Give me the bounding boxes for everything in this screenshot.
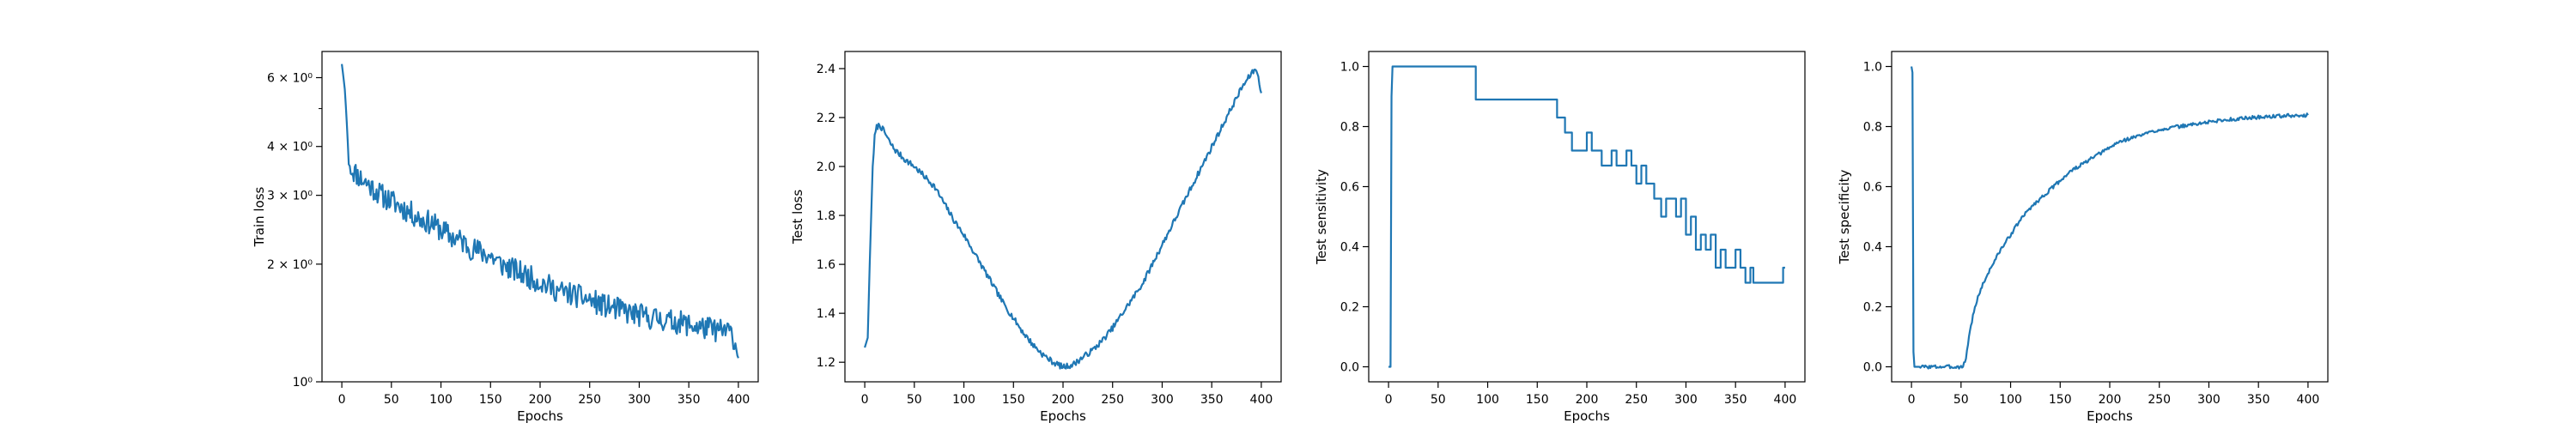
y-tick-label: 2.4 <box>817 63 835 76</box>
x-tick-label: 350 <box>2247 393 2270 407</box>
x-tick-label: 0 <box>1908 393 1916 407</box>
y-tick-label: 1.4 <box>817 307 835 321</box>
chart-3: 0 50 100 150 200 250 300 350 400 0.0 0.2 0.4 0.6 0.8 1… <box>1314 51 1806 424</box>
x-tick-label: 350 <box>677 393 701 407</box>
y-tick-label: 0.0 <box>1340 361 1359 375</box>
x-tick-label: 150 <box>1526 393 1549 407</box>
x-tick-label: 0 <box>338 393 346 407</box>
x-tick-label: 300 <box>2197 393 2221 407</box>
x-tick-label: 200 <box>2099 393 2122 407</box>
x-tick-label: 50 <box>384 393 399 407</box>
x-tick-label: 400 <box>2297 393 2320 407</box>
y-tick-label: 1.0 <box>1340 61 1359 75</box>
axes-frame <box>1368 51 1806 383</box>
y-axis-label: Test sensitivity <box>1314 169 1329 265</box>
x-axis-label: Epochs <box>517 408 563 424</box>
x-tick-label: 100 <box>952 393 975 407</box>
x-tick-label: 400 <box>727 393 750 407</box>
y-tick-label: 1.0 <box>1863 61 1882 75</box>
x-tick-label: 150 <box>479 393 502 407</box>
x-tick-label: 50 <box>1953 393 1969 407</box>
y-tick-label: 4 × 10⁰ <box>267 141 313 154</box>
x-tick-label: 300 <box>1674 393 1698 407</box>
axes-frame <box>844 51 1282 383</box>
x-tick-label: 250 <box>578 393 601 407</box>
y-tick-label: 0.8 <box>1863 121 1882 135</box>
y-tick-label: 3 × 10⁰ <box>267 190 313 203</box>
y-tick-label: 1.6 <box>817 258 835 272</box>
x-tick-label: 0 <box>861 393 869 407</box>
x-tick-label: 100 <box>1999 393 2022 407</box>
x-tick-label: 300 <box>1151 393 1174 407</box>
series-line-1 <box>340 63 739 359</box>
y-tick-label: 10⁰ <box>293 376 313 390</box>
x-tick-label: 150 <box>1002 393 1025 407</box>
y-tick-label: 0.2 <box>1340 301 1359 315</box>
x-tick-label: 350 <box>1200 393 1224 407</box>
y-tick-label: 0.4 <box>1340 241 1359 255</box>
x-axis-label: Epochs <box>1564 408 1610 424</box>
x-tick-label: 0 <box>1385 393 1393 407</box>
x-tick-label: 200 <box>529 393 552 407</box>
y-tick-label: 0.8 <box>1340 121 1359 135</box>
y-tick-label: 6 × 10⁰ <box>267 71 313 85</box>
y-tick-label: 0.2 <box>1863 301 1882 315</box>
series-line-1 <box>1911 66 2309 370</box>
y-tick-label: 1.8 <box>817 209 835 223</box>
x-tick-label: 300 <box>628 393 651 407</box>
axes-frame <box>1891 51 2329 383</box>
chart-4: 0 50 100 150 200 250 300 350 400 0.0 0.2 0.4 0.6 0.8 1… <box>1837 51 2329 424</box>
series-line-1 <box>864 68 1262 370</box>
y-tick-label: 0.0 <box>1863 361 1882 375</box>
x-tick-label: 400 <box>1774 393 1797 407</box>
x-tick-label: 50 <box>1431 393 1446 407</box>
axes-frame <box>321 51 759 383</box>
x-tick-label: 250 <box>1101 393 1124 407</box>
y-axis-label: Test specificity <box>1837 169 1852 264</box>
series-line-1 <box>1388 65 1785 368</box>
x-tick-label: 200 <box>1576 393 1599 407</box>
x-tick-label: 100 <box>1476 393 1499 407</box>
x-tick-label: 250 <box>2148 393 2171 407</box>
y-tick-label: 0.6 <box>1863 181 1882 195</box>
x-axis-label: Epochs <box>1040 408 1086 424</box>
x-tick-label: 350 <box>1724 393 1747 407</box>
x-axis-label: Epochs <box>2087 408 2133 424</box>
x-tick-label: 200 <box>1052 393 1075 407</box>
x-tick-label: 100 <box>429 393 453 407</box>
y-tick-label: 2.2 <box>817 112 835 125</box>
y-tick-label: 0.4 <box>1863 241 1882 255</box>
y-tick-label: 0.6 <box>1340 181 1359 195</box>
y-tick-label: 1.2 <box>817 356 835 370</box>
y-tick-label: 2 × 10⁰ <box>267 258 313 272</box>
x-tick-label: 150 <box>2049 393 2072 407</box>
x-tick-label: 400 <box>1250 393 1273 407</box>
chart-1: 0 50 100 150 200 250 300 350 400 10⁰ 2 × 10⁰ 3 × 10… <box>252 51 759 424</box>
y-axis-label: Test loss <box>790 190 805 245</box>
chart-2: 0 50 100 150 200 250 300 350 400 1.2 1.4 1.6 1.8 2.0 2… <box>790 51 1282 424</box>
x-tick-label: 50 <box>907 393 922 407</box>
y-axis-label: Train loss <box>252 186 267 247</box>
y-tick-label: 2.0 <box>817 160 835 174</box>
x-tick-label: 250 <box>1625 393 1648 407</box>
